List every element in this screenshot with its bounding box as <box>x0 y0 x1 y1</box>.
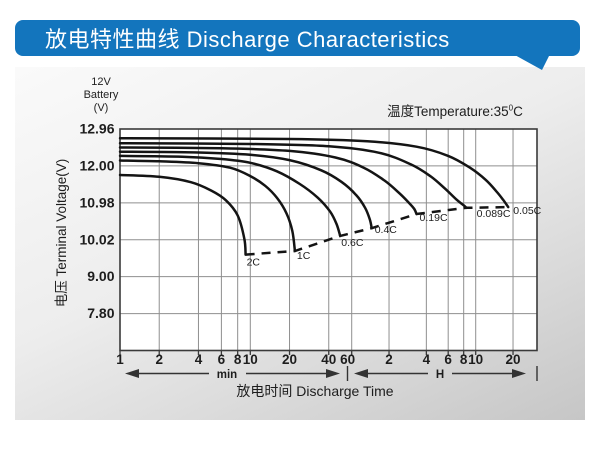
y-axis-title: 电压 Terminal Voltage(V) <box>54 158 69 308</box>
minute-section-label: min <box>217 369 237 381</box>
series-label-0.4C: 0.4C <box>375 224 398 236</box>
x-tick-label-min: 6 <box>218 352 226 367</box>
x-tick-label-hour: 2 <box>385 352 393 367</box>
y-axis-unit-label: 12V Battery (V) <box>68 76 134 115</box>
arrowhead-left-icon <box>354 369 368 378</box>
arrowhead-left-icon <box>125 369 139 378</box>
y-axis-unit-line2: Battery <box>83 89 119 101</box>
series-curve-1C <box>118 159 297 253</box>
y-tick-label: 9.00 <box>87 268 114 284</box>
series-label-0.6C: 0.6C <box>341 237 364 249</box>
x-axis-title: 放电时间 Discharge Time <box>236 383 394 399</box>
y-axis-unit-line3: (V) <box>93 102 109 114</box>
y-tick-label: 10.98 <box>79 194 114 210</box>
banner-tail-icon <box>513 54 550 70</box>
cutoff-line <box>245 205 509 256</box>
x-tick-label-hour: 20 <box>506 352 521 367</box>
x-tick-label-min: 20 <box>282 352 297 367</box>
x-tick-label-min: 1 <box>116 352 124 367</box>
x-tick-label-hour: 10 <box>468 352 483 367</box>
arrowhead-right-icon <box>512 369 526 378</box>
y-axis-unit-line1: 12V <box>91 76 111 88</box>
temperature-note: 温度Temperature:350C <box>370 100 540 120</box>
x-tick-label-hour: 8 <box>460 352 468 367</box>
arrowhead-right-icon <box>326 369 340 378</box>
x-tick-label-min: 10 <box>243 352 258 367</box>
y-tick-label: 7.80 <box>87 305 114 321</box>
temperature-degree-sup: 0 <box>508 103 514 113</box>
series-curve-0.19C <box>118 146 418 216</box>
series-label-1C: 1C <box>297 250 311 262</box>
series-curve-2C <box>118 173 247 256</box>
y-tick-label: 12.00 <box>79 157 114 173</box>
x-tick-label-hour: 6 <box>444 352 452 367</box>
x-tick-label-min: 4 <box>195 352 203 367</box>
series-label-0.19C: 0.19C <box>420 212 448 224</box>
y-tick-label: 10.02 <box>79 231 114 247</box>
series-curve-0.4C <box>118 150 373 230</box>
series-curve-0.6C <box>118 154 342 238</box>
x-tick-label-hour: 4 <box>423 352 431 367</box>
temperature-note-unit: C <box>513 104 523 119</box>
title-banner: 放电特性曲线 Discharge Characteristics <box>15 20 580 70</box>
y-tick-label: 12.96 <box>79 121 114 137</box>
temperature-note-text: 温度Temperature:35 <box>387 104 509 119</box>
x-tick-label-min: 40 <box>321 352 336 367</box>
x-tick-label-min: 60 <box>340 352 355 367</box>
x-tick-label-min: 8 <box>234 352 242 367</box>
page-title: 放电特性曲线 Discharge Characteristics <box>45 27 450 52</box>
series-curve-0.05C <box>118 136 510 209</box>
series-label-2C: 2C <box>247 257 261 269</box>
series-curve-0.089C <box>118 141 468 210</box>
x-tick-label-min: 2 <box>155 352 163 367</box>
series-label-0.089C: 0.089C <box>477 208 511 220</box>
hour-section-label: H <box>436 369 444 381</box>
series-label-0.05C: 0.05C <box>513 205 541 217</box>
